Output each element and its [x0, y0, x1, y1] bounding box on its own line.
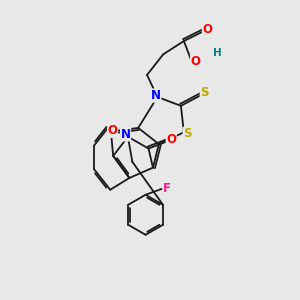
Text: O: O — [202, 23, 212, 36]
Text: S: S — [200, 86, 209, 99]
Text: O: O — [190, 55, 201, 68]
Text: F: F — [163, 182, 171, 195]
Text: O: O — [108, 124, 118, 137]
Text: H: H — [213, 48, 221, 58]
Text: S: S — [183, 127, 192, 140]
Text: O: O — [166, 133, 176, 146]
Text: N: N — [121, 128, 130, 141]
Text: N: N — [151, 89, 161, 102]
